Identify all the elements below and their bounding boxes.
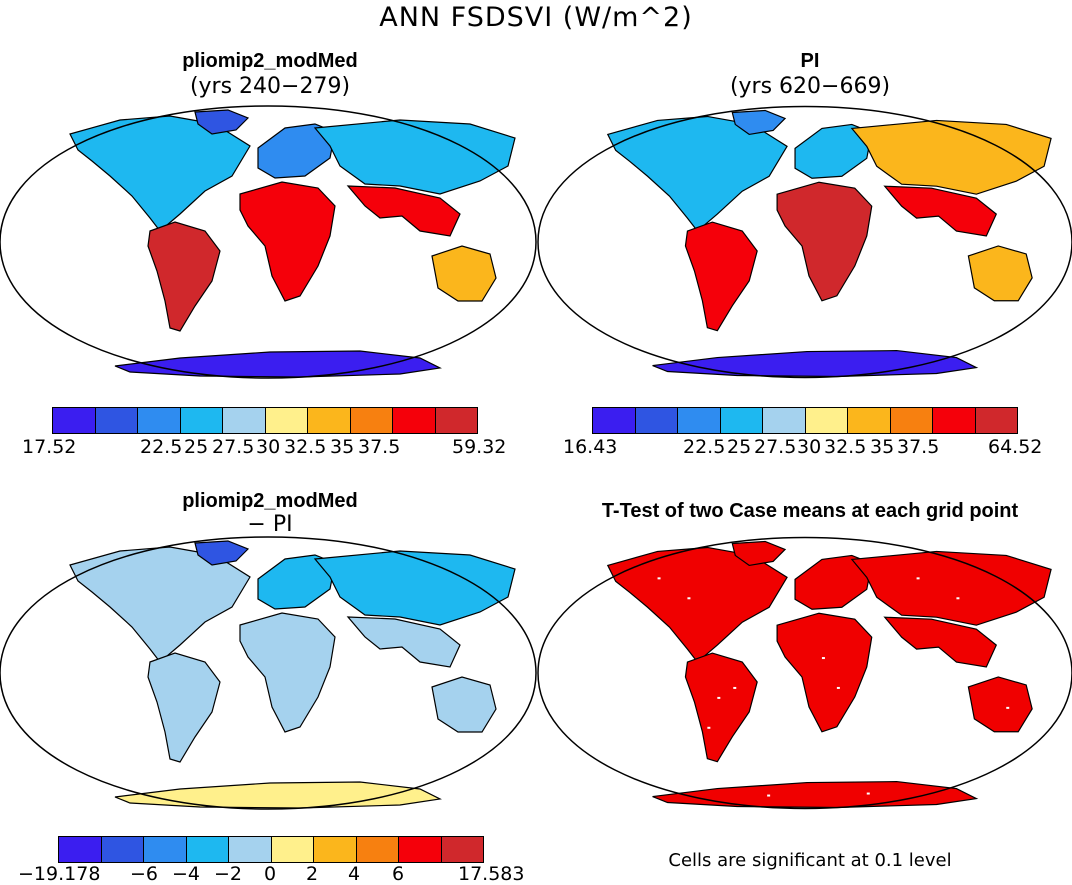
region-north-america <box>69 546 251 663</box>
region-north-america <box>606 546 788 663</box>
colorbar-label: −19.178 <box>18 863 101 885</box>
colorbar-label: 6 <box>392 863 405 885</box>
colorbar-label: 32.5 <box>284 436 327 458</box>
colorbar-label: 59.32 <box>452 436 507 458</box>
insignificant-cell <box>733 686 737 689</box>
map-border <box>0 536 537 810</box>
region-africa <box>776 612 873 733</box>
region-europe <box>794 123 873 179</box>
panel1-colorbar <box>52 407 478 434</box>
colorbar-label: 35 <box>870 436 895 458</box>
colorbar-label: 35 <box>330 436 355 458</box>
region-south-america <box>147 221 221 332</box>
colorbar-label: 25 <box>727 436 752 458</box>
region-south-asia <box>883 616 998 668</box>
colorbar-label: 2 <box>306 863 319 885</box>
region-africa <box>776 181 873 302</box>
region-north-america <box>606 115 788 232</box>
insignificant-cell <box>717 696 721 699</box>
region-australia <box>967 245 1033 302</box>
region-north-america <box>69 115 251 232</box>
colorbar-label: 37.5 <box>358 436 401 458</box>
region-greenland <box>731 540 787 567</box>
insignificant-cell <box>836 686 840 689</box>
insignificant-cell <box>657 577 661 580</box>
colorbar-label: 4 <box>348 863 361 885</box>
region-europe <box>257 554 336 610</box>
panel2-title: PI <box>800 50 820 72</box>
insignificant-cell <box>767 794 771 797</box>
panel3-title: pliomip2_modMed <box>182 490 358 512</box>
colorbar-label: 32.5 <box>824 436 867 458</box>
region-greenland <box>731 109 787 136</box>
colorbar-label: 30 <box>256 436 281 458</box>
colorbar-label: −4 <box>172 863 201 885</box>
colorbar-label: −2 <box>214 863 243 885</box>
colorbar-label: 27.5 <box>212 436 255 458</box>
region-south-america <box>684 221 758 332</box>
region-south-america <box>147 652 221 763</box>
insignificant-cell <box>866 792 870 795</box>
region-greenland <box>194 109 250 135</box>
colorbar-label: 17.52 <box>22 436 77 458</box>
region-africa <box>239 612 336 733</box>
panel1-subtitle: (yrs 240−279) <box>189 74 351 99</box>
colorbar-label: 17.583 <box>458 863 525 885</box>
region-greenland <box>194 540 250 566</box>
colorbar-label: 27.5 <box>754 436 797 458</box>
colorbar-label: 22.5 <box>140 436 183 458</box>
map-border <box>0 105 537 379</box>
panel4-map <box>537 536 1072 810</box>
colorbar-label: 0 <box>264 863 277 885</box>
panel2-colorbar <box>592 407 1018 434</box>
region-asia <box>850 119 1052 195</box>
region-australia <box>431 245 497 302</box>
panel3-colorbar <box>58 836 484 863</box>
figure-title: ANN FSDSVI (W/m^2) <box>379 2 693 33</box>
colorbar-label: −6 <box>130 863 159 885</box>
insignificant-cell <box>707 726 711 729</box>
region-south-asia <box>883 185 998 237</box>
region-australia <box>431 676 497 733</box>
colorbar-label: 16.43 <box>563 436 618 458</box>
insignificant-cell <box>687 597 691 600</box>
region-asia <box>850 550 1052 626</box>
colorbar-label: 25 <box>184 436 209 458</box>
panel4-title: T-Test of two Case means at each grid po… <box>601 500 1019 522</box>
panel2-subtitle: (yrs 620−669) <box>729 74 891 99</box>
region-africa <box>239 181 336 302</box>
panel3-map <box>0 536 537 810</box>
colorbar-label: 37.5 <box>897 436 940 458</box>
colorbar-label: 64.52 <box>988 436 1043 458</box>
panel1-title: pliomip2_modMed <box>182 50 358 72</box>
insignificant-cell <box>821 657 825 660</box>
panel1-map <box>0 105 537 379</box>
panel2-map <box>537 105 1072 379</box>
panel4-footnote: Cells are significant at 0.1 level <box>668 850 952 871</box>
colorbar-label: 30 <box>797 436 822 458</box>
insignificant-cell <box>916 577 920 580</box>
insignificant-cell <box>1006 706 1010 709</box>
region-asia <box>313 550 516 626</box>
colorbar-label: 22.5 <box>683 436 726 458</box>
insignificant-cell <box>956 597 960 600</box>
panel3-subtitle: − PI <box>247 512 293 537</box>
region-south-america <box>684 652 758 763</box>
region-south-asia <box>346 185 461 237</box>
region-europe <box>257 123 336 179</box>
region-europe <box>794 554 873 610</box>
map-border <box>537 105 1072 379</box>
map-border <box>537 536 1072 810</box>
region-australia <box>967 676 1033 733</box>
region-south-asia <box>346 616 461 668</box>
region-asia <box>313 119 516 195</box>
